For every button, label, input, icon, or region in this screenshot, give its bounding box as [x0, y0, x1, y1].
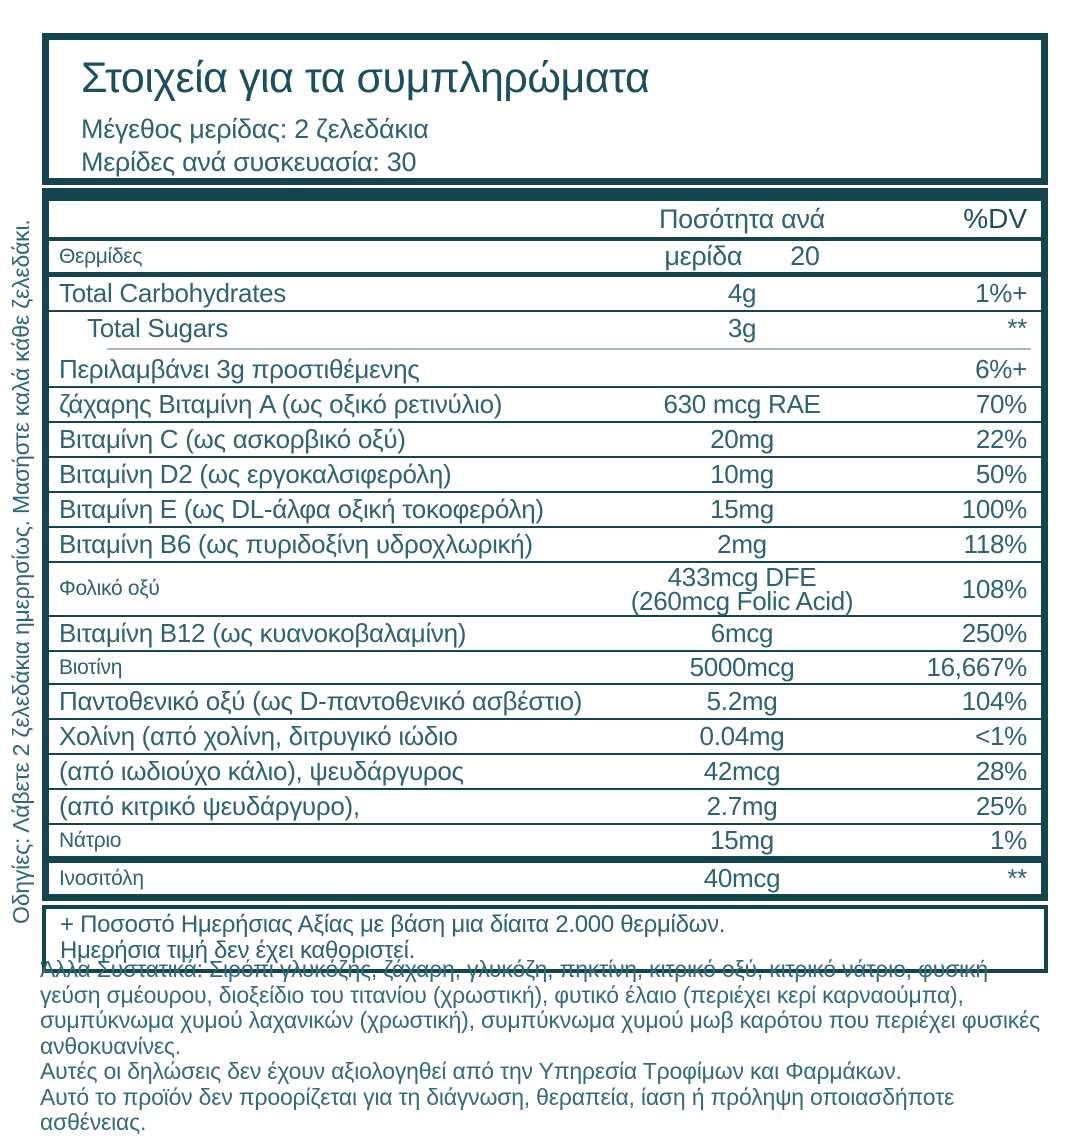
nutrient-name: ζάχαρης Βιταμίνη A (ως οξικό ρετινύλιο): [59, 389, 503, 419]
nutrient-amount: 15mg: [710, 494, 774, 524]
label-title: Στοιχεία για τα συμπληρώματα: [81, 54, 650, 102]
table-row: Θερμίδες μερίδα 20: [49, 237, 1041, 272]
table-row: Χολίνη (από χολίνη, διτρυγικό ιώδιο 0.04m…: [49, 718, 1041, 753]
table-row: Βιοτίνη 5000mcg 16,667%: [49, 650, 1041, 683]
nutrient-dv: 50%: [975, 459, 1027, 489]
disclaimer-line-2: Αυτό το προϊόν δεν προορίζεται για τη δι…: [40, 1083, 955, 1135]
table-row: (από κιτρικό ψευδάργυρο), 2.7mg 25%: [49, 788, 1041, 823]
table-row: Βιταμίνη D2 (ως εργοκαλσιφερόλη) 10mg 50%: [49, 456, 1041, 491]
nutrient-name: Βιοτίνη: [59, 655, 123, 679]
nutrient-name: (από ιωδιούχο κάλιο), ψευδάργυρος: [59, 756, 464, 786]
table-row: Total Carbohydrates 4g 1%+: [49, 272, 1041, 310]
nutrient-amount: 42mcg: [703, 756, 781, 786]
nutrient-name: Περιλαμβάνει 3g προστιθέμενης: [59, 354, 420, 384]
bottom-text-block: Άλλα Συστατικά: Σιρόπι γλυκόζης, ζάχαρη,…: [40, 956, 1045, 1136]
other-ingredients: Άλλα Συστατικά: Σιρόπι γλυκόζης, ζάχαρη,…: [40, 956, 1040, 1059]
nutrient-amount: 433mcg DFE (260mcg Folic Acid): [630, 562, 854, 616]
nutrient-name: Βιταμίνη D2 (ως εργοκαλσιφερόλη): [59, 459, 452, 489]
nutrient-dv: 100%: [961, 494, 1028, 524]
table-row: (από ιωδιούχο κάλιο), ψευδάργυρος 42mcg 28…: [49, 753, 1041, 788]
amount-per-serving-header: Ποσότητα ανά: [658, 203, 825, 234]
table-row: Περιλαμβάνει 3g προστιθέμενης 6%+: [49, 353, 1041, 386]
directions-vertical-text: Οδηγίες: Λάβετε 2 ζελεδάκια ημερησίως. Μ…: [8, 219, 34, 924]
nutrient-name: Βιταμίνη B6 (ως πυριδοξίνη υδροχλωρική): [59, 529, 533, 559]
nutrient-amount: 4g: [727, 278, 757, 308]
nutrient-dv: 28%: [975, 756, 1027, 786]
nutrient-dv: 22%: [975, 424, 1027, 454]
nutrient-name: Θερμίδες: [59, 244, 143, 268]
disclaimer-line-1: Αυτές οι δηλώσεις δεν έχουν αξιολογηθεί …: [40, 1058, 902, 1084]
nutrient-amount: 3g: [727, 313, 757, 343]
footnote-line-2: Ημερήσια τιμή δεν έχει καθοριστεί.: [60, 937, 415, 964]
nutrient-amount: 10mg: [710, 459, 774, 489]
nutrient-amount: 2mg: [717, 529, 767, 559]
calories-value: 20: [790, 241, 820, 271]
nutrient-name: Total Sugars: [87, 313, 228, 343]
table-row: Βιταμίνη B6 (ως πυριδοξίνη υδροχλωρική) 2…: [49, 526, 1041, 561]
nutrient-rows: Θερμίδες μερίδα 20 Total Carbohydrates 4g 1%+…: [49, 237, 1041, 894]
nutrient-dv: **: [1007, 313, 1027, 343]
table-row: Νάτριο 15mg 1%: [49, 823, 1041, 856]
nutrient-dv: 104%: [961, 686, 1028, 716]
thick-separator-bar: [42, 188, 1048, 201]
table-row: Παντοθενικό οξύ (ως D-παντοθενικό ασβέστ…: [49, 683, 1041, 718]
nutrient-dv: 16,667%: [926, 652, 1027, 682]
nutrient-dv: 108%: [961, 573, 1028, 604]
nutrient-amount: 2.7mg: [706, 791, 778, 821]
servings-per-container: Μερίδες ανά συσκευασία: 30: [81, 147, 417, 177]
table-row: Βιταμίνη C (ως ασκορβικό οξύ) 20mg 22%: [49, 421, 1041, 456]
nutrient-dv: 25%: [975, 791, 1027, 821]
supplement-facts-label: Στοιχεία για τα συμπληρώματα Μέγεθος μερ…: [42, 33, 1048, 973]
nutrient-amount: 5000mcg: [689, 652, 795, 682]
nutrient-dv: 250%: [961, 618, 1028, 648]
nutrient-dv: **: [1007, 863, 1027, 893]
nutrient-dv: 1%+: [975, 278, 1027, 308]
nutrient-amount: 5.2mg: [706, 686, 778, 716]
nutrient-name: Βιταμίνη B12 (ως κυανοκοβαλαμίνη): [59, 618, 467, 648]
table-row: ζάχαρης Βιταμίνη A (ως οξικό ρετινύλιο) 6…: [49, 386, 1041, 421]
nutrient-dv: 1%: [990, 825, 1027, 855]
footnote-box: + Ποσοστό Ημερήσιας Αξίας με βάση μια δί…: [42, 905, 1048, 973]
nutrient-name: Παντοθενικό οξύ (ως D-παντοθενικό ασβέστ…: [59, 686, 583, 716]
table-row: Total Sugars 3g **: [49, 310, 1041, 345]
label-header-box: Στοιχεία για τα συμπληρώματα Μέγεθος μερ…: [42, 33, 1048, 185]
table-row: Βιταμίνη B12 (ως κυανοκοβαλαμίνη) 6mcg 250…: [49, 615, 1041, 650]
table-header-row: Ποσότητα ανά %DV: [49, 201, 1041, 237]
nutrient-dv: <1%: [975, 721, 1027, 751]
nutrient-dv: 6%+: [975, 354, 1027, 384]
nutrient-amount: 40mcg: [703, 863, 781, 893]
indented-hairline: [107, 348, 1031, 350]
nutrient-name: (από κιτρικό ψευδάργυρο),: [59, 791, 360, 821]
facts-table: Ποσότητα ανά %DV Θερμίδες μερίδα 20 Total C…: [42, 201, 1048, 901]
nutrient-name: Νάτριο: [59, 828, 122, 852]
nutrient-amount: 20mg: [710, 424, 774, 454]
nutrient-amount: 0.04mg: [699, 721, 785, 751]
nutrient-name: Φολικό οξύ: [59, 577, 160, 600]
table-row: Ινοσιτόλη 40mcg **: [49, 856, 1041, 894]
nutrient-name: Ινοσιτόλη: [59, 866, 144, 890]
nutrient-dv: 70%: [975, 389, 1027, 419]
amount-per-serving-header-line2: μερίδα: [664, 241, 743, 271]
supplement-label-screenshot: { "label": { "title": "Στοιχεία για τα σ…: [8, 33, 1048, 1135]
percent-dv-header: %DV: [963, 203, 1027, 234]
nutrient-name: Total Carbohydrates: [59, 278, 286, 308]
nutrient-name: Χολίνη (από χολίνη, διτρυγικό ιώδιο: [59, 721, 458, 751]
nutrient-name: Βιταμίνη C (ως ασκορβικό οξύ): [59, 424, 406, 454]
serving-size: Μέγεθος μερίδας: 2 ζελεδάκια: [81, 114, 429, 144]
nutrient-amount: 6mcg: [710, 618, 774, 648]
footnote-line-1: + Ποσοστό Ημερήσιας Αξίας με βάση μια δί…: [60, 911, 726, 938]
nutrient-name: Βιταμίνη E (ως DL-άλφα οξική τοκοφερόλη): [59, 494, 544, 524]
nutrient-amount: 15mg: [710, 825, 774, 855]
table-row: Βιταμίνη E (ως DL-άλφα οξική τοκοφερόλη)…: [49, 491, 1041, 526]
nutrient-amount: μερίδα 20: [587, 241, 897, 272]
nutrient-dv: 118%: [963, 529, 1028, 559]
table-row: Φολικό οξύ 433mcg DFE (260mcg Folic Acid) 1…: [49, 561, 1041, 615]
nutrient-amount: 630 mcg RAE: [663, 389, 821, 419]
